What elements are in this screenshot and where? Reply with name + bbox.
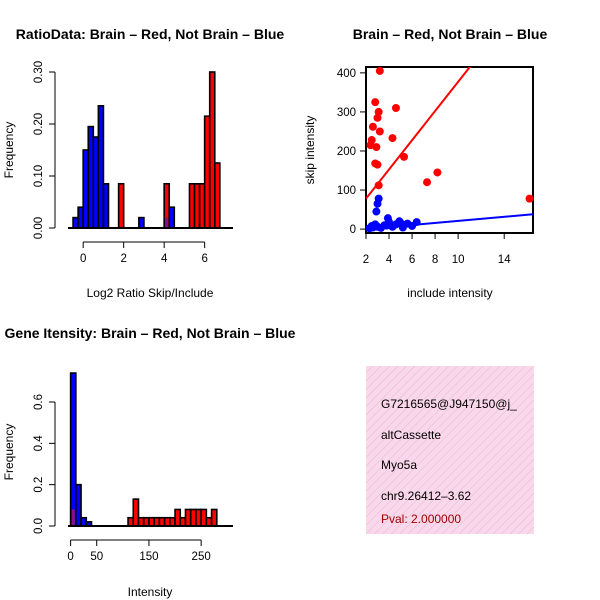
ratio-histogram-xlabel: Log2 Ratio Skip/Include xyxy=(87,286,214,300)
y-tick-label: 0 xyxy=(350,224,356,236)
scatter-point-brain xyxy=(423,178,432,187)
x-tick-label: 14 xyxy=(498,254,511,266)
y-tick-label: 0.0 xyxy=(33,518,45,534)
y-tick-label: 0.20 xyxy=(33,113,45,135)
scatter-point-brain xyxy=(373,113,382,122)
x-tick-label: 6 xyxy=(201,253,207,265)
scatter-plot-frame xyxy=(365,66,534,234)
scatter-point-brain xyxy=(372,143,381,152)
ratio-histogram-title: RatioData: Brain – Red, Not Brain – Blue xyxy=(16,26,285,42)
histogram-bar-overlap xyxy=(71,509,75,526)
scatter-point-brain xyxy=(433,168,442,177)
scatter-point-not-brain xyxy=(372,207,381,216)
scatter-axes: 2 4 6 8 10 14 0 100 200 300 400 xyxy=(337,68,511,266)
x-tick-label: 8 xyxy=(432,254,438,266)
histogram-bar-overlap xyxy=(165,217,169,228)
y-tick-label: 400 xyxy=(337,68,356,80)
y-tick-label: 0.4 xyxy=(33,435,45,452)
y-tick-label: 0.30 xyxy=(33,61,45,83)
x-tick-label: 10 xyxy=(452,254,465,266)
intensity-histogram-xlabel: Intensity xyxy=(128,585,173,599)
histogram-bar-not-brain xyxy=(168,206,176,229)
x-tick-label: 4 xyxy=(386,254,393,266)
y-tick-label: 0.00 xyxy=(33,217,45,239)
histogram-bar-not-brain xyxy=(102,183,110,229)
histogram-bar-brain xyxy=(210,508,218,527)
y-tick-label: 300 xyxy=(337,107,356,119)
scatter-point-brain xyxy=(375,127,384,136)
intensity-histogram-ylabel: Frequency xyxy=(2,424,16,481)
scatter-point-not-brain xyxy=(374,194,383,203)
scatter-xlabel: include intensity xyxy=(407,286,492,300)
scatter-point-brain xyxy=(373,160,382,169)
event-type-text: altCassette xyxy=(381,428,441,442)
histogram-bar-not-brain xyxy=(138,216,145,229)
x-tick-label: 2 xyxy=(120,253,126,265)
scatter-point-not-brain xyxy=(382,221,391,230)
scatter-point-brain xyxy=(371,98,380,107)
scatter-point-brain xyxy=(400,152,409,161)
y-tick-label: 0.2 xyxy=(33,477,45,493)
info-panel-background xyxy=(366,366,534,534)
ratio-histogram-bars xyxy=(72,71,221,229)
scatter-point-brain xyxy=(525,194,534,203)
intensity-histogram-axes: 0 50 150 250 0.0 0.2 0.4 0.6 xyxy=(33,394,233,563)
ratio-histogram-ylabel: Frequency xyxy=(2,122,16,179)
x-tick-label: 150 xyxy=(139,551,158,563)
exon-id-text: G7216565@J947150@j_ xyxy=(381,397,517,411)
scatter-ylabel: skip intensity xyxy=(303,116,317,185)
y-tick-label: 100 xyxy=(337,185,356,197)
y-tick-label: 200 xyxy=(337,146,356,158)
pvalue-text: Pval: 2.000000 xyxy=(381,512,461,526)
scatter-point-brain xyxy=(391,104,400,113)
gene-symbol-text: Myo5a xyxy=(381,458,417,472)
regression-line-brain xyxy=(366,67,472,200)
scatter-point-brain xyxy=(368,122,377,131)
intensity-scatter-panel: Brain – Red, Not Brain – Blue include in… xyxy=(303,26,547,300)
intensity-histogram-title: Gene Itensity: Brain – Red, Not Brain – … xyxy=(5,325,296,341)
histogram-bar-brain xyxy=(213,162,221,229)
scatter-point-not-brain xyxy=(412,218,421,227)
histogram-bar-brain xyxy=(117,183,125,229)
scatter-point-not-brain xyxy=(396,218,405,227)
ratio-histogram-panel: RatioData: Brain – Red, Not Brain – Blue… xyxy=(2,26,284,300)
coordinate-text: chr9.26412–3.62 xyxy=(381,489,471,503)
scatter-marks xyxy=(365,66,534,233)
x-tick-label: 250 xyxy=(192,551,211,563)
scatter-point-brain xyxy=(388,134,397,143)
y-tick-label: 0.10 xyxy=(33,165,45,187)
scatter-point-brain xyxy=(374,181,383,190)
scatter-point-brain xyxy=(375,66,384,75)
x-tick-label: 2 xyxy=(363,254,369,266)
y-tick-label: 0.6 xyxy=(33,394,45,410)
x-tick-label: 0 xyxy=(67,551,73,563)
x-tick-label: 50 xyxy=(90,551,103,563)
scatter-title: Brain – Red, Not Brain – Blue xyxy=(353,26,548,42)
intensity-histogram-panel: Gene Itensity: Brain – Red, Not Brain – … xyxy=(2,325,296,599)
x-tick-label: 0 xyxy=(80,253,86,265)
x-tick-label: 6 xyxy=(409,254,415,266)
ratio-histogram-axes: 0 2 4 6 0.00 0.10 0.20 0.30 xyxy=(33,61,233,265)
info-panel: G7216565@J947150@j_ altCassette Myo5a ch… xyxy=(366,366,534,534)
x-tick-label: 4 xyxy=(161,253,168,265)
intensity-histogram-bars xyxy=(69,372,218,527)
